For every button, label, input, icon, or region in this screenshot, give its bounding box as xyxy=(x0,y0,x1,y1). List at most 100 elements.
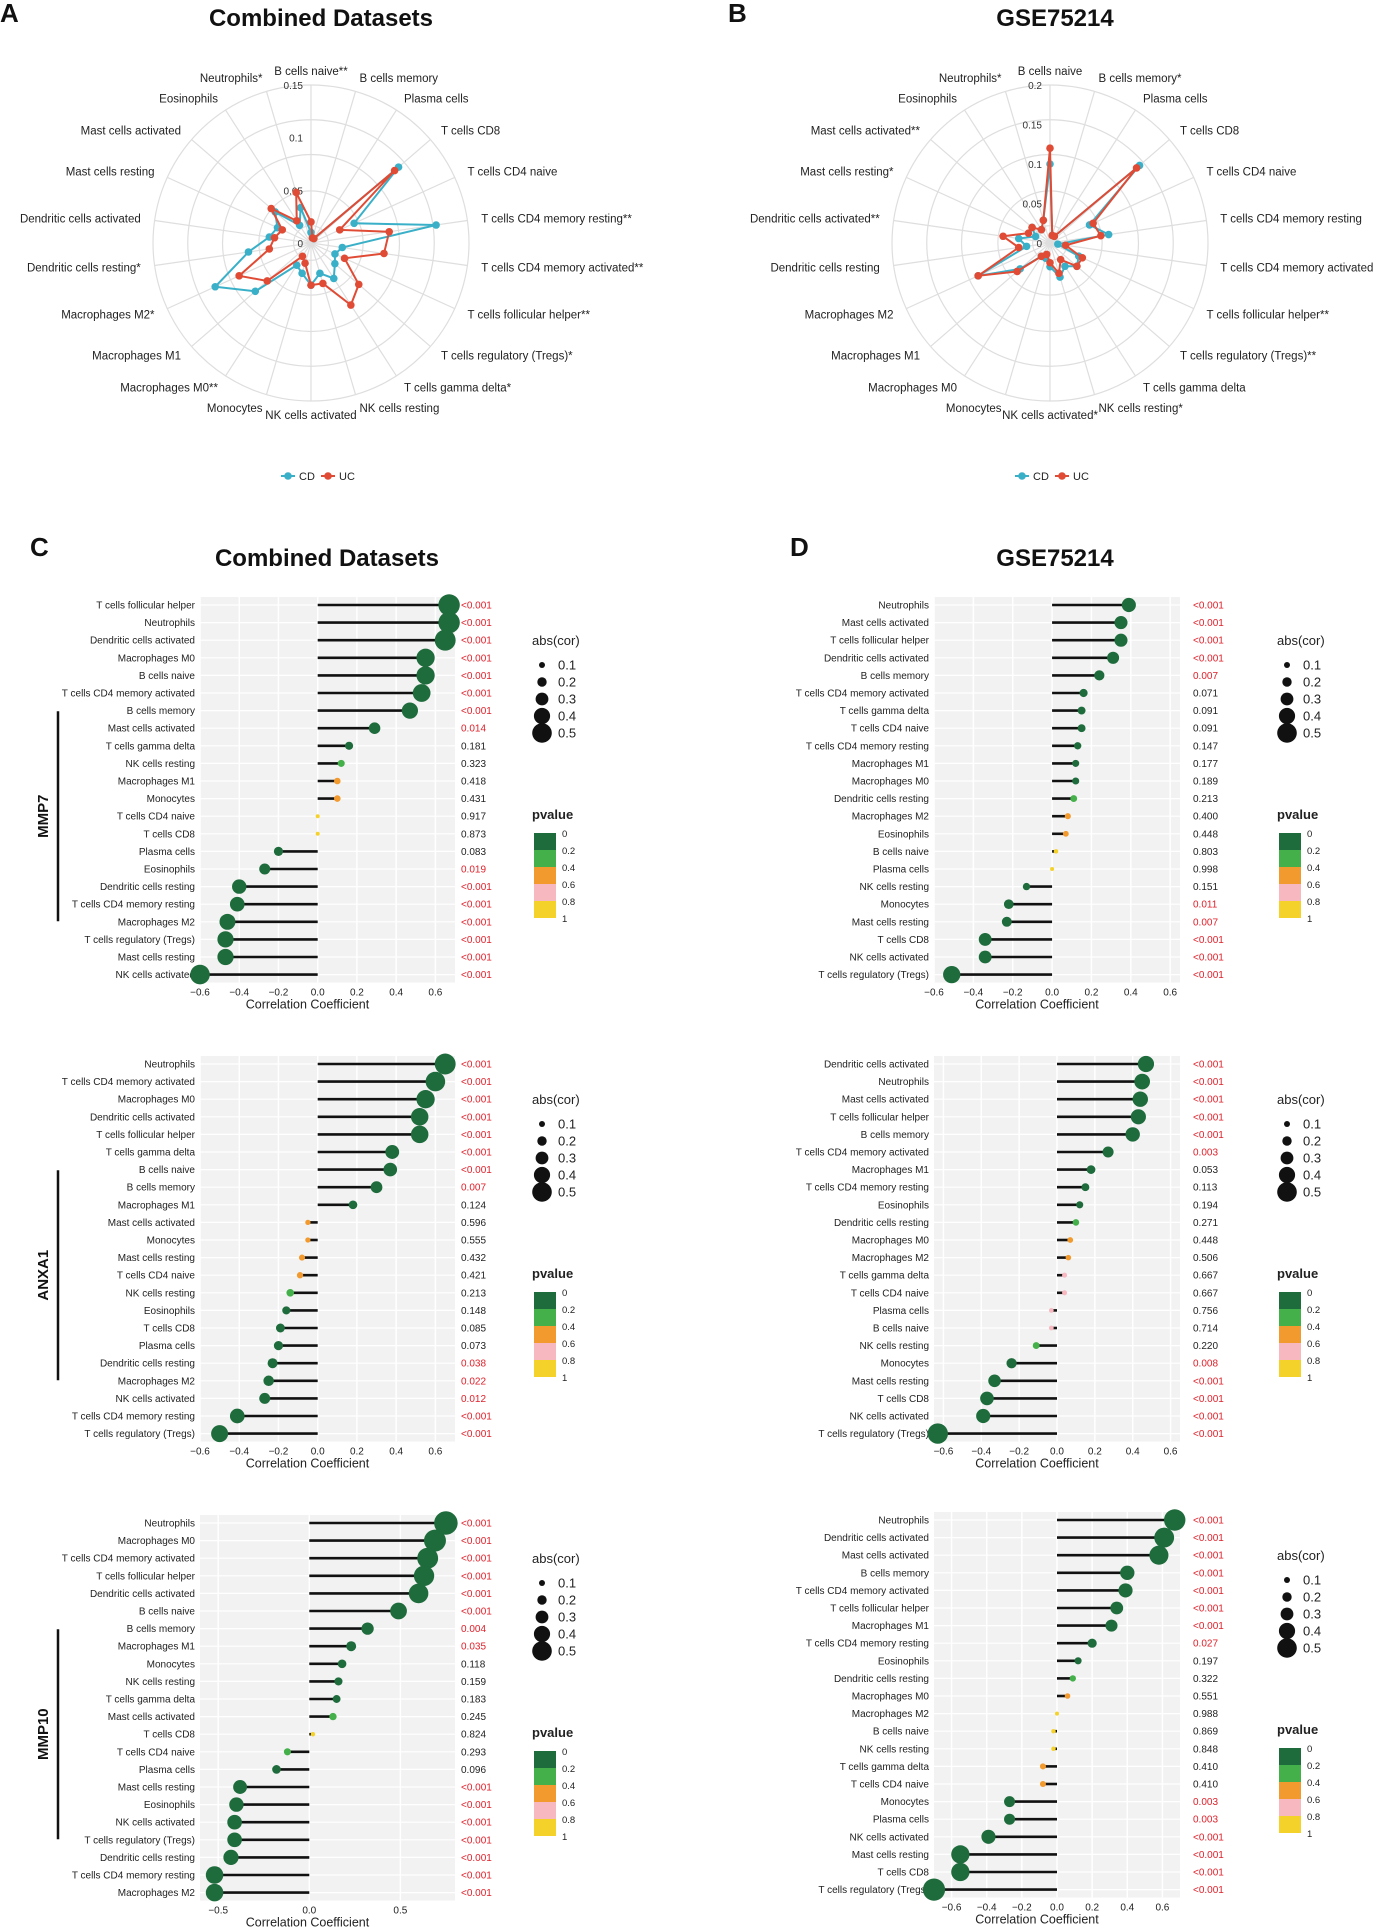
row-label: Mast cells resting xyxy=(852,917,929,928)
row-label: Macrophages M1 xyxy=(852,759,930,770)
color-legend-swatch xyxy=(1279,1326,1301,1343)
radar-point-CD xyxy=(432,221,440,229)
color-legend-swatch xyxy=(1279,833,1301,850)
row-label: Eosinophils xyxy=(144,1306,195,1317)
color-legend-swatch xyxy=(534,1802,556,1819)
lollipop-dot xyxy=(1055,1711,1059,1716)
radar-title: GSE75214 xyxy=(996,5,1114,32)
lollipop-dot xyxy=(1051,1746,1056,1752)
lollipop-dot xyxy=(219,913,236,930)
size-legend-label: 0.5 xyxy=(558,1185,576,1200)
lollipop-title: GSE75214 xyxy=(996,545,1114,572)
size-legend-dot xyxy=(539,1121,545,1127)
pvalue-label: 0.091 xyxy=(1193,706,1218,717)
color-legend-label: 0.8 xyxy=(1307,1812,1320,1823)
x-tick-label: −0.4 xyxy=(977,1903,997,1914)
x-axis-title: Correlation Coefficient xyxy=(246,998,370,1012)
radar-point-CD xyxy=(1061,262,1069,271)
pvalue-label: <0.001 xyxy=(461,1130,492,1141)
color-legend-label: 0.6 xyxy=(562,1798,575,1809)
row-label: B cells naive xyxy=(873,847,930,858)
row-label: Monocytes xyxy=(881,900,929,911)
lollipop-dot xyxy=(315,831,320,836)
radar-category-label: Neutrophils* xyxy=(200,73,263,85)
x-tick-label: −0.2 xyxy=(269,1447,289,1458)
row-label: T cells CD4 naive xyxy=(851,1780,930,1791)
size-legend-label: 0.1 xyxy=(558,1576,576,1591)
lollipop-dot xyxy=(1105,1619,1118,1632)
radar-point-UC xyxy=(1037,252,1046,261)
lollipop-dot xyxy=(190,964,210,985)
row-label: Dendritic cells resting xyxy=(100,1359,195,1370)
row-label: T cells CD4 naive xyxy=(851,1288,930,1299)
row-label: T cells gamma delta xyxy=(840,1762,930,1773)
row-label: Plasma cells xyxy=(873,1815,929,1826)
row-label: T cells regulatory (Tregs) xyxy=(84,1429,195,1440)
row-label: Dendritic cells activated xyxy=(90,1589,195,1600)
pvalue-label: <0.001 xyxy=(461,1519,492,1530)
row-label: T cells CD8 xyxy=(144,1324,196,1335)
radar-point-CD xyxy=(1014,234,1023,243)
row-label: B cells naive xyxy=(139,671,196,682)
lollipop-dot xyxy=(232,879,247,894)
row-label: T cells CD4 memory resting xyxy=(806,741,929,752)
lollipop-dot xyxy=(434,629,456,651)
row-label: T cells follicular helper xyxy=(830,1604,929,1615)
radar-spoke xyxy=(1049,176,1194,244)
lollipop-dot xyxy=(337,1659,347,1669)
row-label: Macrophages M0 xyxy=(852,1236,930,1247)
color-legend-label: 0.2 xyxy=(562,846,575,857)
lollipop-dot xyxy=(383,1162,398,1177)
radar-category-label: Mast cells resting* xyxy=(800,167,894,179)
size-legend-dot xyxy=(533,707,551,725)
pvalue-label: 0.714 xyxy=(1193,1324,1218,1335)
color-legend-swatch xyxy=(534,1768,556,1785)
lollipop-block-MMP10: Neutrophils <0.001 Macrophages M0 <0.001 T c… xyxy=(35,1511,580,1930)
radar-point-UC xyxy=(1089,219,1097,228)
lollipop-dot xyxy=(227,1832,242,1848)
radar-axis-tick: 0.05 xyxy=(1023,200,1043,211)
radar-point-UC xyxy=(390,166,399,175)
pvalue-label: 0.322 xyxy=(1193,1674,1218,1685)
plot-background xyxy=(200,597,455,983)
row-label: Plasma cells xyxy=(139,847,195,858)
radar-point-UC xyxy=(1132,164,1141,172)
radar-point-UC xyxy=(1078,253,1087,262)
color-legend-swatch xyxy=(534,1309,556,1326)
pvalue-label: 0.003 xyxy=(1193,1148,1218,1159)
pvalue-label: 0.410 xyxy=(1193,1762,1218,1773)
x-tick-label: −0.4 xyxy=(963,988,983,999)
radar-axis-tick: 0.1 xyxy=(289,134,303,145)
row-label: T cells CD4 naive xyxy=(851,724,930,735)
color-legend-label: 0.2 xyxy=(562,1764,575,1775)
color-legend-swatch xyxy=(1279,1343,1301,1360)
color-legend-swatch xyxy=(534,1360,556,1377)
pvalue-label: <0.001 xyxy=(1193,1095,1224,1106)
pvalue-label: 0.007 xyxy=(1193,917,1218,928)
radar-point-CD xyxy=(292,261,301,269)
radar-point-UC xyxy=(267,204,275,213)
color-legend-swatch xyxy=(534,1819,556,1836)
lollipop-dot xyxy=(1067,1237,1074,1243)
radar-category-label: NK cells activated* xyxy=(1002,410,1098,422)
row-label: B cells memory xyxy=(127,706,195,717)
color-legend-label: 0.4 xyxy=(1307,863,1320,874)
pvalue-label: 0.551 xyxy=(1193,1692,1218,1703)
color-legend-swatch xyxy=(534,833,556,850)
size-legend-title: abs(cor) xyxy=(1277,1092,1325,1107)
lollipop-dot xyxy=(1001,916,1012,927)
color-legend-label: 0 xyxy=(562,829,567,840)
size-legend-label: 0.4 xyxy=(558,1627,576,1642)
row-label: T cells regulatory (Tregs) xyxy=(84,1835,195,1846)
row-label: Mast cells resting xyxy=(852,1376,929,1387)
row-label: Eosinophils xyxy=(878,1200,929,1211)
pvalue-label: 0.022 xyxy=(461,1376,486,1387)
radar-category-label: T cells follicular helper** xyxy=(467,309,590,321)
lollipop-dot xyxy=(1094,670,1105,681)
pvalue-label: 0.027 xyxy=(1193,1639,1218,1650)
radar-point-UC xyxy=(1039,216,1048,225)
size-legend-label: 0.1 xyxy=(558,658,576,673)
radar-point-UC xyxy=(307,218,315,226)
lollipop-dot xyxy=(1077,724,1086,733)
